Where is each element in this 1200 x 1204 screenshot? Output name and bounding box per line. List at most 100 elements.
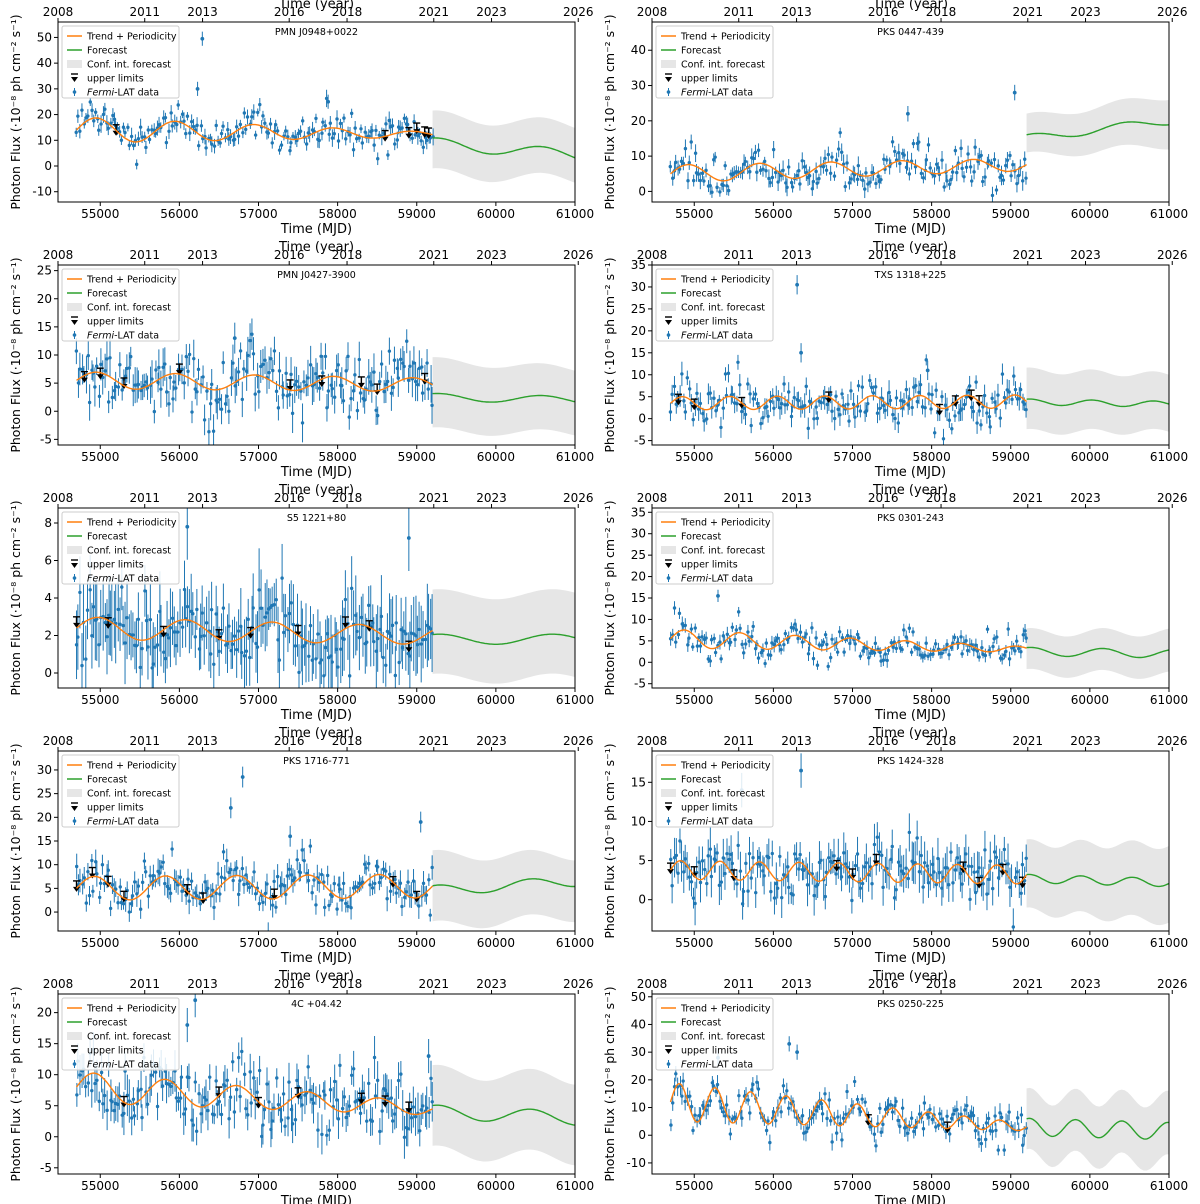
data-point (691, 178, 696, 183)
data-point (872, 1132, 877, 1136)
y-tick: 0 (44, 1130, 58, 1144)
data-point (802, 165, 807, 169)
legend-data-label-suffix: -LAT data (708, 331, 753, 342)
data-point (830, 1140, 834, 1144)
y-tick: 40 (37, 56, 58, 70)
data-point (392, 358, 397, 362)
data-point (719, 425, 723, 430)
data-point (970, 179, 974, 183)
year-tick: 2021 (1012, 248, 1043, 265)
confidence-band (1026, 1087, 1169, 1171)
data-point (901, 871, 906, 876)
upper-limit-arrow (286, 385, 294, 391)
data-point (922, 1101, 927, 1105)
data-point (403, 895, 407, 900)
data-point (969, 1111, 974, 1115)
legend-model-label: Trend + Periodicity (680, 761, 771, 772)
data-point (840, 392, 844, 396)
upper-limit-arrow (199, 899, 207, 905)
data-point (925, 864, 929, 868)
data-point (143, 589, 147, 593)
data-point (400, 646, 405, 650)
x-tick-label: 59000 (398, 450, 436, 464)
y-tick-label: 25 (37, 787, 52, 801)
data-point (106, 126, 110, 130)
data-point (178, 1096, 183, 1100)
data-point (421, 881, 426, 886)
legend-upper-label: upper limits (87, 74, 144, 85)
data-point (389, 1096, 394, 1100)
axes-frame (57, 21, 576, 203)
data-point (740, 642, 744, 647)
x-tick: 58000 (319, 688, 357, 707)
data-point (687, 387, 692, 391)
y-tick-label: 20 (37, 108, 52, 122)
legend-upper-label: upper limits (681, 560, 738, 571)
data-point (798, 852, 802, 857)
data-point (736, 610, 741, 614)
data-point (996, 1148, 1000, 1152)
upper-limit-arrow (413, 897, 421, 903)
y-tick: 8 (44, 516, 58, 530)
year-tick-label: 2011 (129, 977, 160, 991)
data-point (336, 665, 340, 669)
data-point (219, 631, 224, 636)
data-point (118, 885, 122, 889)
year-tick: 2016 (868, 734, 898, 751)
data-point (912, 1129, 916, 1134)
data-point (839, 875, 844, 879)
data-point (323, 645, 328, 650)
data-point (418, 1129, 422, 1133)
x-tick-label: 55000 (675, 1179, 713, 1193)
data-point (793, 852, 797, 856)
data-point (229, 376, 234, 380)
data-point (706, 854, 710, 858)
x-tick: 60000 (1071, 445, 1109, 464)
data-point (873, 641, 878, 646)
data-point (180, 112, 185, 116)
data-point (959, 635, 963, 639)
confidence-band (432, 357, 575, 436)
data-point (325, 873, 330, 878)
data-point (194, 1129, 199, 1133)
data-point (347, 674, 352, 678)
y-tick: 10 (37, 858, 58, 872)
year-tick: 2013 (187, 5, 218, 22)
data-point (136, 884, 141, 888)
year-tick-label: 2026 (563, 977, 594, 991)
data-point (756, 1087, 761, 1091)
data-point (283, 1124, 287, 1128)
year-tick: 2021 (1012, 5, 1043, 22)
data-point (365, 1119, 369, 1123)
data-point (728, 640, 733, 645)
year-tick: 2011 (723, 977, 754, 994)
data-point (215, 1102, 219, 1106)
year-tick: 2008 (43, 977, 73, 994)
data-point (1023, 629, 1027, 633)
data-point (883, 652, 887, 656)
data-point (712, 158, 716, 162)
y-tick-label: 50 (37, 30, 52, 44)
data-point (823, 894, 827, 899)
legend-data-label: Fermi-LAT data (681, 574, 753, 585)
data-point (786, 165, 791, 169)
year-tick: 2021 (1012, 977, 1043, 994)
data-point (883, 408, 887, 413)
data-point (421, 637, 425, 642)
legend-conf-swatch (67, 60, 82, 68)
data-point (972, 870, 976, 874)
data-point (293, 876, 297, 880)
y-tick: -5 (40, 1161, 58, 1175)
legend-data-label-suffix: -LAT data (114, 1060, 159, 1071)
data-point (870, 882, 874, 886)
data-point (368, 883, 372, 887)
data-point (186, 877, 190, 881)
data-point (261, 362, 265, 367)
data-point (713, 650, 718, 655)
data-point (116, 385, 121, 389)
data-point (159, 387, 163, 391)
data-point (247, 885, 252, 890)
data-point (697, 860, 701, 864)
